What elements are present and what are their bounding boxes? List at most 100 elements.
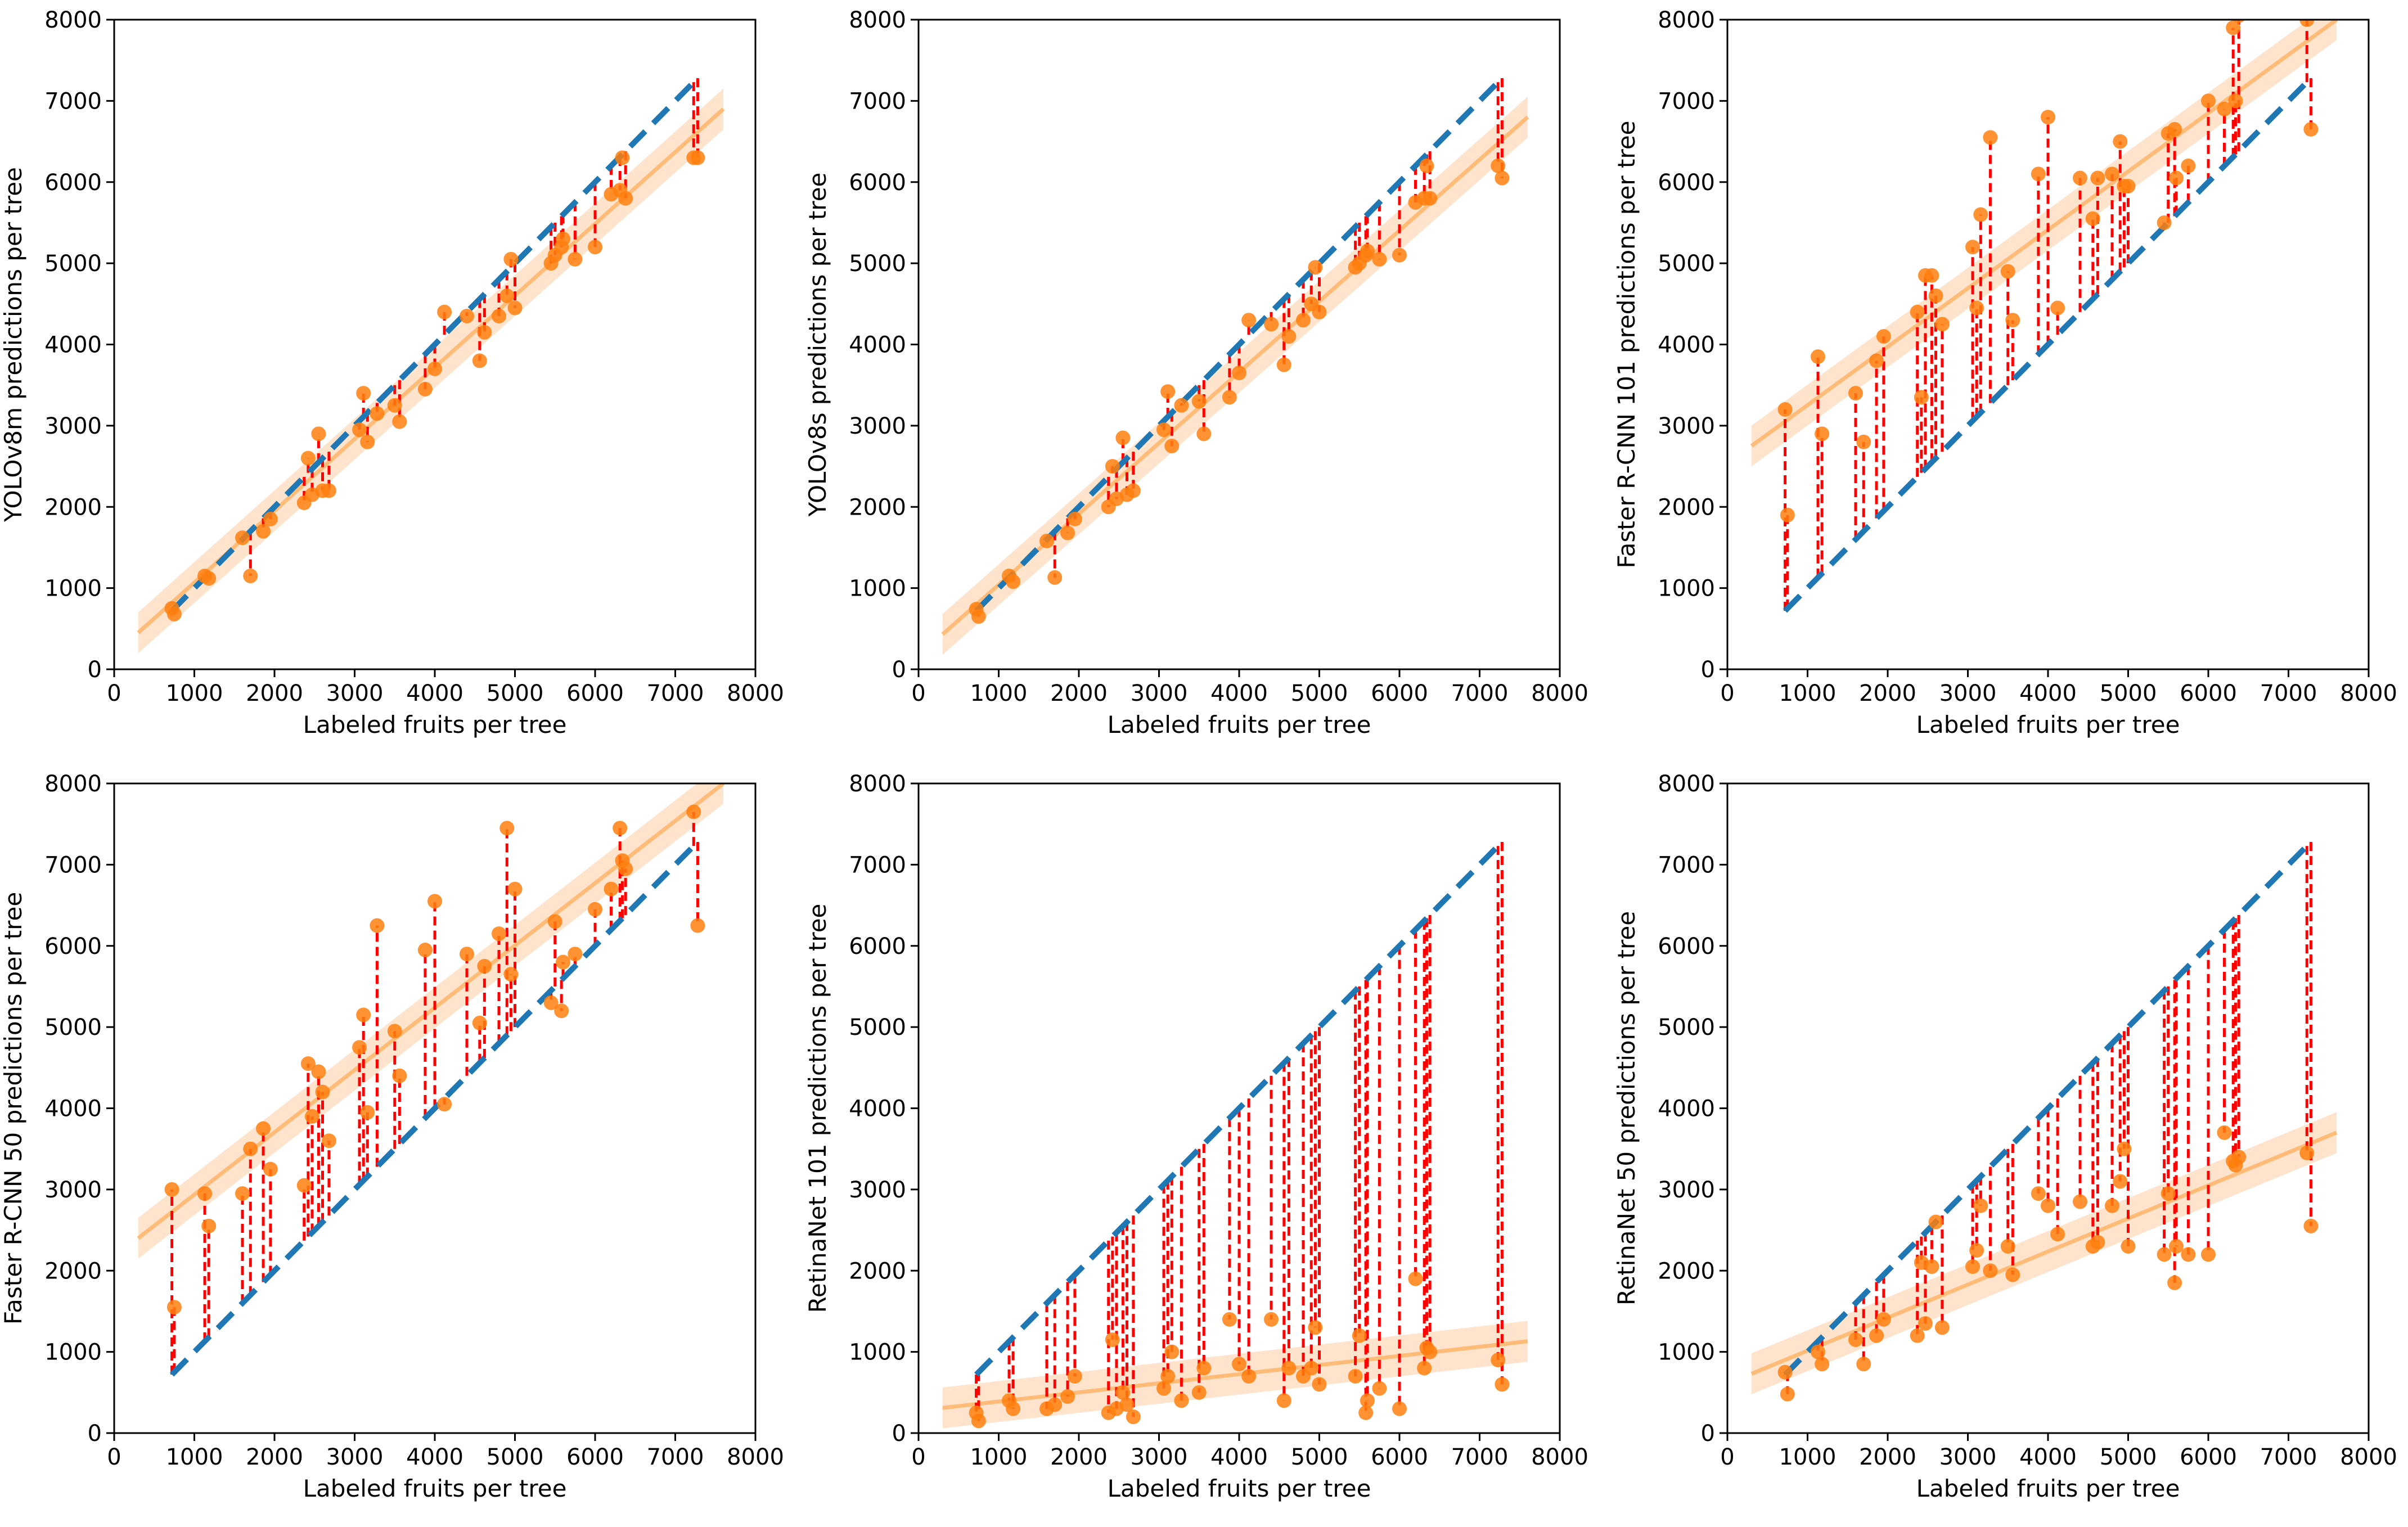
data-point	[503, 251, 519, 267]
data-point	[556, 954, 570, 970]
y-tick-label: 0	[88, 1421, 102, 1447]
y-axis-label: RetinaNet 101 predictions per tree	[804, 904, 831, 1313]
x-tick-label: 2000	[1050, 681, 1108, 706]
data-point	[971, 609, 986, 624]
data-point	[1126, 483, 1141, 498]
data-point	[1060, 525, 1075, 540]
data-point	[1196, 1361, 1212, 1376]
data-point	[2041, 1198, 2055, 1213]
data-point	[1115, 430, 1131, 445]
data-point	[2121, 1238, 2136, 1254]
data-point	[1105, 459, 1120, 474]
data-point	[1360, 244, 1375, 259]
y-tick-label: 1000	[1658, 576, 1715, 602]
x-tick-label: 0	[107, 1444, 121, 1470]
data-point	[164, 1182, 179, 1197]
plot-area	[942, 840, 1528, 1429]
y-axis-label: YOLOv8m predictions per tree	[0, 167, 27, 522]
y-axis-label: Faster R-CNN 101 predictions per tree	[1613, 120, 1640, 568]
data-point	[503, 967, 519, 982]
data-point	[1423, 1344, 1438, 1359]
x-tick-label: 8000	[2340, 1444, 2397, 1470]
data-point	[243, 1141, 258, 1156]
y-tick-label: 4000	[849, 1096, 906, 1122]
x-axis-label: Labeled fruits per tree	[1916, 1475, 2180, 1502]
panel-4: 0 1000 2000 3000 4000 5000 6000 7000 8000 0 1000 20…	[0, 771, 784, 1502]
y-tick-label: 8000	[1658, 771, 1715, 797]
data-point	[2000, 1238, 2015, 1254]
data-point	[1869, 353, 1884, 368]
plot-area	[137, 76, 725, 654]
y-tick-label: 2000	[849, 494, 906, 520]
data-point	[1408, 1271, 1423, 1286]
panel-6: 0 1000 2000 3000 4000 5000 6000 7000 8000 0 1000 20…	[1613, 771, 2397, 1502]
data-point	[1232, 366, 1246, 381]
data-point	[2090, 1235, 2105, 1250]
data-point	[2000, 264, 2015, 279]
data-point	[311, 1064, 326, 1079]
y-tick-label: 3000	[849, 1177, 906, 1203]
data-point	[1191, 394, 1207, 409]
data-point	[1067, 1368, 1082, 1384]
data-point	[1815, 1357, 1830, 1372]
data-point	[1119, 1397, 1135, 1412]
data-point	[1352, 1328, 1367, 1343]
x-axis-label: Labeled fruits per tree	[1916, 711, 2180, 738]
plot-area	[941, 76, 1529, 655]
data-point	[2201, 1247, 2216, 1262]
data-point	[472, 353, 487, 368]
y-tick-label: 0	[1701, 657, 1715, 683]
panel-3: 0 1000 2000 3000 4000 5000 6000 7000 8000 0 1000 20…	[1613, 7, 2397, 738]
data-point	[197, 1186, 213, 1201]
x-tick-label: 1000	[166, 1444, 223, 1470]
data-point	[2226, 20, 2241, 35]
y-tick-label: 4000	[1658, 332, 1715, 358]
x-tick-label: 6000	[566, 681, 624, 706]
y-axis-label: RetinaNet 50 predictions per tree	[1613, 911, 1640, 1305]
data-point	[1115, 1385, 1131, 1400]
x-tick-label: 0	[107, 681, 121, 706]
data-point	[554, 1003, 569, 1019]
data-point	[2181, 158, 2196, 173]
x-tick-label: 8000	[1531, 1444, 1588, 1470]
x-tick-label: 5000	[2100, 1444, 2157, 1470]
data-point	[1876, 1312, 1891, 1327]
fit-line	[1750, 1130, 2338, 1376]
y-tick-label: 1000	[44, 576, 102, 602]
x-tick-label: 3000	[1131, 1444, 1188, 1470]
y-tick-label: 6000	[44, 934, 102, 960]
data-point	[2105, 1198, 2119, 1213]
data-point	[1423, 191, 1438, 206]
data-point	[568, 947, 583, 962]
data-point	[1360, 1393, 1375, 1408]
data-point	[2167, 1275, 2182, 1290]
plot-area	[1750, 840, 2338, 1402]
data-point	[2105, 166, 2119, 182]
y-tick-label: 6000	[849, 934, 906, 960]
x-axis-label: Labeled fruits per tree	[303, 711, 567, 738]
data-point	[1312, 304, 1327, 319]
x-tick-label: 5000	[2100, 681, 2157, 706]
y-tick-label: 6000	[44, 170, 102, 196]
data-point	[1969, 1243, 1984, 1258]
y-tick-label: 0	[88, 657, 102, 683]
data-point	[304, 1109, 319, 1124]
x-tick-label: 8000	[2340, 681, 2397, 706]
data-point	[1928, 288, 1943, 303]
data-point	[2228, 93, 2243, 109]
data-point	[543, 995, 559, 1010]
data-point	[1965, 240, 1981, 255]
data-point	[256, 1121, 271, 1136]
data-point	[1392, 1401, 1407, 1416]
data-point	[2005, 1267, 2020, 1282]
data-point	[1983, 1263, 1998, 1278]
data-point	[1047, 570, 1063, 585]
data-point	[392, 1068, 407, 1083]
x-tick-label: 4000	[2019, 1444, 2077, 1470]
x-tick-label: 5000	[1291, 681, 1348, 706]
data-point	[2090, 170, 2105, 186]
confidence-band	[1751, 20, 2337, 467]
data-point	[1174, 398, 1189, 413]
y-tick-label: 5000	[44, 251, 102, 277]
